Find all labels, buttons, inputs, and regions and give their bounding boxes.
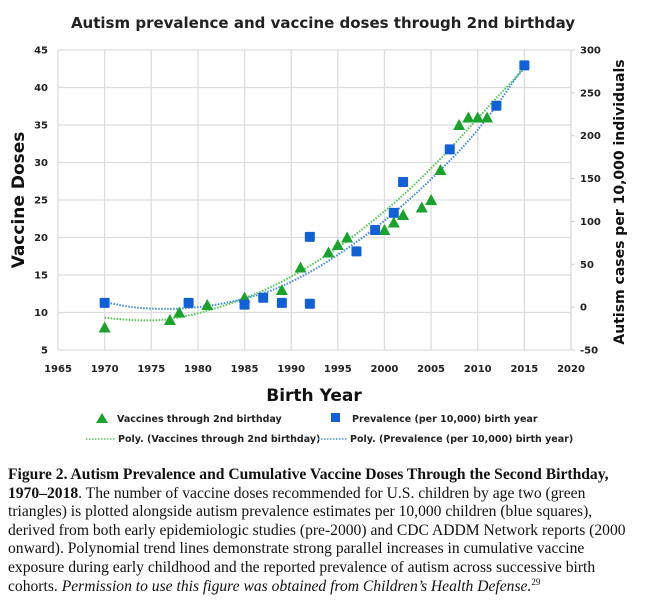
chart: Autism prevalence and vaccine doses thro… [9,14,628,445]
y-tick-label: 15 [34,271,48,282]
prevalence-point [304,231,315,242]
y2-tick-label: 300 [580,46,601,57]
vaccine-point [425,194,438,205]
y-tick-label: 10 [34,308,48,319]
caption-title: Figure 2. Autism Prevalence and Cumulati… [8,466,609,502]
caption-permission: Permission to use this figure was obtain… [61,577,532,595]
prevalence-point [370,225,381,235]
vaccine-point [98,321,111,333]
y-tick-label: 25 [34,196,48,207]
x-tick-label: 2000 [371,364,399,375]
y-tick-label: 40 [34,83,48,94]
vaccine-point [163,314,176,325]
caption-reference: 29 [531,576,541,587]
legend-square-marker [331,413,340,422]
y2-tick-label: 250 [580,88,601,99]
x-axis-title: Birth Year [266,386,362,406]
caption-body: . The number of vaccine doses recommende… [8,484,626,595]
x-tick-label: 1985 [231,364,259,375]
vaccine-point [397,209,410,220]
y-tick-label: 30 [34,158,48,169]
x-tick-label: 2020 [557,364,585,375]
legend: Vaccines through 2nd birthday Prevalence… [86,413,573,445]
y2-tick-label: 50 [580,260,594,271]
vaccine-point [322,246,335,258]
y-tick-label: 45 [34,46,48,57]
x-tick-label: 2010 [464,364,492,375]
vaccine-point [453,119,466,130]
x-tick-label: 1970 [91,364,119,375]
prevalence-point [99,297,110,308]
vaccine-point [378,224,391,235]
figure-caption: Figure 2. Autism Prevalence and Cumulati… [8,466,640,596]
data-points [98,60,530,333]
trendlines [104,64,526,322]
y-tick-label: 5 [41,346,48,357]
trendline-vaccines [104,68,526,322]
x-tick-label: 1990 [277,364,305,375]
prevalence-point [398,177,409,187]
x-tick-label: 2005 [417,364,445,375]
trendline-prevalence [104,64,526,310]
prevalence-point [304,298,315,309]
vaccine-point [387,216,400,228]
y2-tick-label: 0 [580,303,587,314]
legend-label-vaccines: Vaccines through 2nd birthday [117,414,283,425]
chart-title: Autism prevalence and vaccine doses thro… [71,14,575,32]
x-tick-label: 1980 [184,364,212,375]
x-tick-label: 1975 [137,364,165,375]
y2-axis-title: Autism cases per 10,000 individuals [612,59,628,344]
x-axis-ticks: 1965 1970 1975 1980 1985 1990 1995 2000 2005 2010… [44,364,585,375]
y2-tick-label: 100 [580,217,601,228]
prevalence-point [491,100,502,111]
y-tick-label: 35 [34,121,48,132]
vaccine-point [173,306,186,318]
x-tick-label: 2015 [510,364,538,375]
vaccine-point [331,239,344,250]
y2-axis-ticks: -50 0 50 100 150 200 250 300 [580,46,601,357]
prevalence-point [239,299,250,310]
prevalence-point [258,292,269,303]
vaccine-point [434,164,447,175]
vaccine-point [201,299,214,310]
x-tick-label: 1995 [324,364,352,375]
legend-label-trend-vaccines: Poly. (Vaccines through 2nd birthday) [118,434,320,445]
vaccine-point [481,111,494,123]
vaccine-point [462,111,475,123]
y2-tick-label: 200 [580,131,601,142]
prevalence-point [388,207,399,218]
y2-tick-label: -50 [580,346,598,357]
prevalence-point [276,297,287,308]
y2-tick-label: 150 [580,174,601,185]
y-tick-label: 20 [34,233,48,244]
grid [57,49,575,351]
y-axis-title: Vaccine Doses [9,132,29,269]
vaccine-point [415,201,428,213]
x-tick-label: 1965 [44,364,72,375]
legend-triangle-marker [96,413,108,423]
y-axis-ticks: 5 10 15 20 25 30 35 40 45 [34,46,48,357]
prevalence-point [183,297,194,308]
legend-label-trend-prevalence: Poly. (Prevalence (per 10,000) birth yea… [350,434,573,445]
prevalence-point [444,144,455,155]
vaccine-point [471,111,484,123]
vaccine-point [341,231,354,243]
prevalence-point [351,246,362,257]
legend-label-prevalence: Prevalence (per 10,000) birth year [352,414,538,425]
vaccine-point [275,284,288,295]
vaccine-point [294,261,307,273]
prevalence-point [519,60,530,71]
